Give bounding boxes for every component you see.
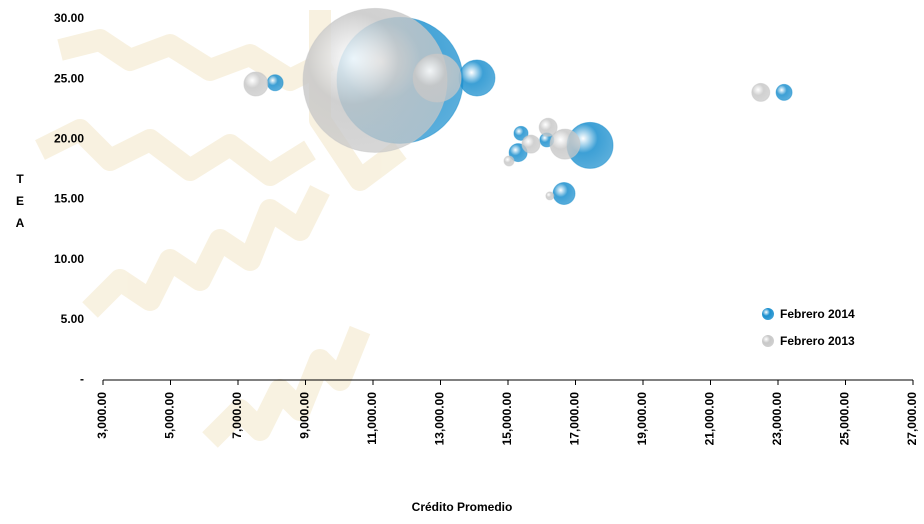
x-tick-label: 27,000.00	[905, 392, 919, 446]
y-tick-label: 20.00	[54, 132, 84, 146]
bubble	[538, 117, 558, 137]
bubble	[243, 71, 269, 97]
legend-label: Febrero 2013	[780, 334, 855, 348]
x-axis-title: Crédito Promedio	[412, 500, 513, 514]
x-tick-label: 11,000.00	[365, 392, 379, 445]
x-tick-label: 3,000.00	[95, 392, 109, 439]
y-tick-label: 10.00	[54, 252, 84, 266]
y-tick-label: 25.00	[54, 71, 84, 85]
x-tick-label: 17,000.00	[568, 392, 582, 446]
bubble	[503, 155, 515, 167]
y-tick-label: -	[80, 372, 84, 386]
bubble	[549, 128, 581, 160]
x-tick-label: 5,000.00	[163, 392, 177, 439]
bubble	[412, 53, 462, 103]
bubble	[521, 134, 541, 154]
bubble	[552, 181, 576, 205]
x-tick-label: 25,000.00	[838, 392, 852, 446]
x-tick-label: 7,000.00	[230, 392, 244, 439]
y-tick-label: 5.00	[61, 312, 85, 326]
legend-marker	[762, 335, 774, 347]
decor	[57, 29, 335, 91]
y-tick-label: 30.00	[54, 11, 84, 25]
decor	[82, 185, 330, 318]
bubble	[751, 82, 771, 102]
bubble	[458, 59, 496, 97]
legend-label: Febrero 2014	[780, 307, 855, 321]
bubble	[545, 191, 555, 201]
x-tick-label: 13,000.00	[433, 392, 447, 446]
bubble	[513, 125, 529, 141]
bubble	[266, 74, 284, 92]
x-tick-label: 9,000.00	[298, 392, 312, 439]
x-tick-label: 19,000.00	[635, 392, 649, 446]
y-tick-label: 15.00	[54, 192, 84, 206]
decor	[202, 325, 371, 448]
x-tick-label: 23,000.00	[770, 392, 784, 446]
x-tick-label: 15,000.00	[500, 392, 514, 446]
x-tick-label: 21,000.00	[703, 392, 717, 446]
legend-marker	[762, 308, 774, 320]
decor	[35, 119, 316, 186]
bubble	[775, 83, 793, 101]
